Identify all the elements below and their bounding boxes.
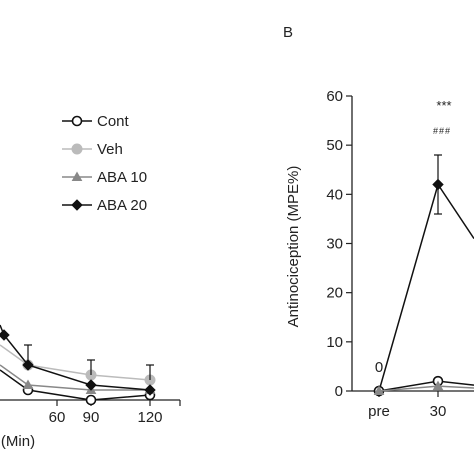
panel-b-y-tick-label: 40: [326, 186, 343, 203]
panel-a-x-tick-label: 120: [137, 409, 162, 426]
legend-label: ABA 10: [97, 169, 147, 186]
panel-a-data-point: [85, 394, 97, 406]
panel-b-series-line: [378, 182, 474, 392]
panel-a-data-point: [22, 379, 34, 389]
panel-a-series-line: [0, 344, 151, 381]
panel-b-significance-hash: ###: [433, 126, 451, 136]
panel-a-x-axis-label: (Min): [1, 433, 35, 450]
panel-a-series-line: [0, 369, 151, 401]
panel-b-significance-stars: ***: [436, 98, 451, 113]
legend-label: Cont: [97, 113, 130, 130]
panel-b-y-tick-label: 60: [326, 88, 343, 105]
panel-b-annotation: 0: [375, 359, 383, 376]
panel-b-y-tick-label: 30: [326, 236, 343, 253]
legend-marker: [71, 143, 83, 155]
panel-b-y-tick-label: 10: [326, 334, 343, 351]
legend-marker: [71, 199, 83, 211]
legend-marker: [71, 171, 83, 181]
legend-label: ABA 20: [97, 197, 147, 214]
panel-b-y-tick-label: 50: [326, 137, 343, 154]
panel-b-x-tick-label: pre: [368, 403, 390, 420]
panel-a-x-tick-label: 60: [49, 409, 66, 426]
panel-b-x-tick-label: 30: [430, 403, 447, 420]
panel-b-y-axis-label: Antinociception (MPE%): [285, 166, 302, 328]
panel-a-series-line: [0, 364, 150, 391]
panel-b-y-tick-label: 0: [335, 383, 343, 400]
panel-b-label: B: [283, 24, 293, 41]
panel-a-data-point: [85, 379, 97, 391]
panel-b-chart: 0 10 20 30 40 50 60 pre 30 Antinociception (MPE%)…: [285, 88, 474, 420]
legend-marker: [71, 115, 83, 127]
panel-b-y-tick-label: 20: [326, 285, 343, 302]
panel-a-data-point: [144, 384, 156, 396]
panel-a-data-point: [0, 329, 10, 341]
panel-b-data-point: [373, 385, 385, 395]
panel-a-chart: 60 90 120 (Min) Cont Veh ABA 10 ABA 20: [0, 113, 181, 450]
legend-label: Veh: [97, 141, 123, 158]
panel-b-data-point: [432, 380, 444, 391]
panel-a-x-tick-label: 90: [83, 409, 100, 426]
